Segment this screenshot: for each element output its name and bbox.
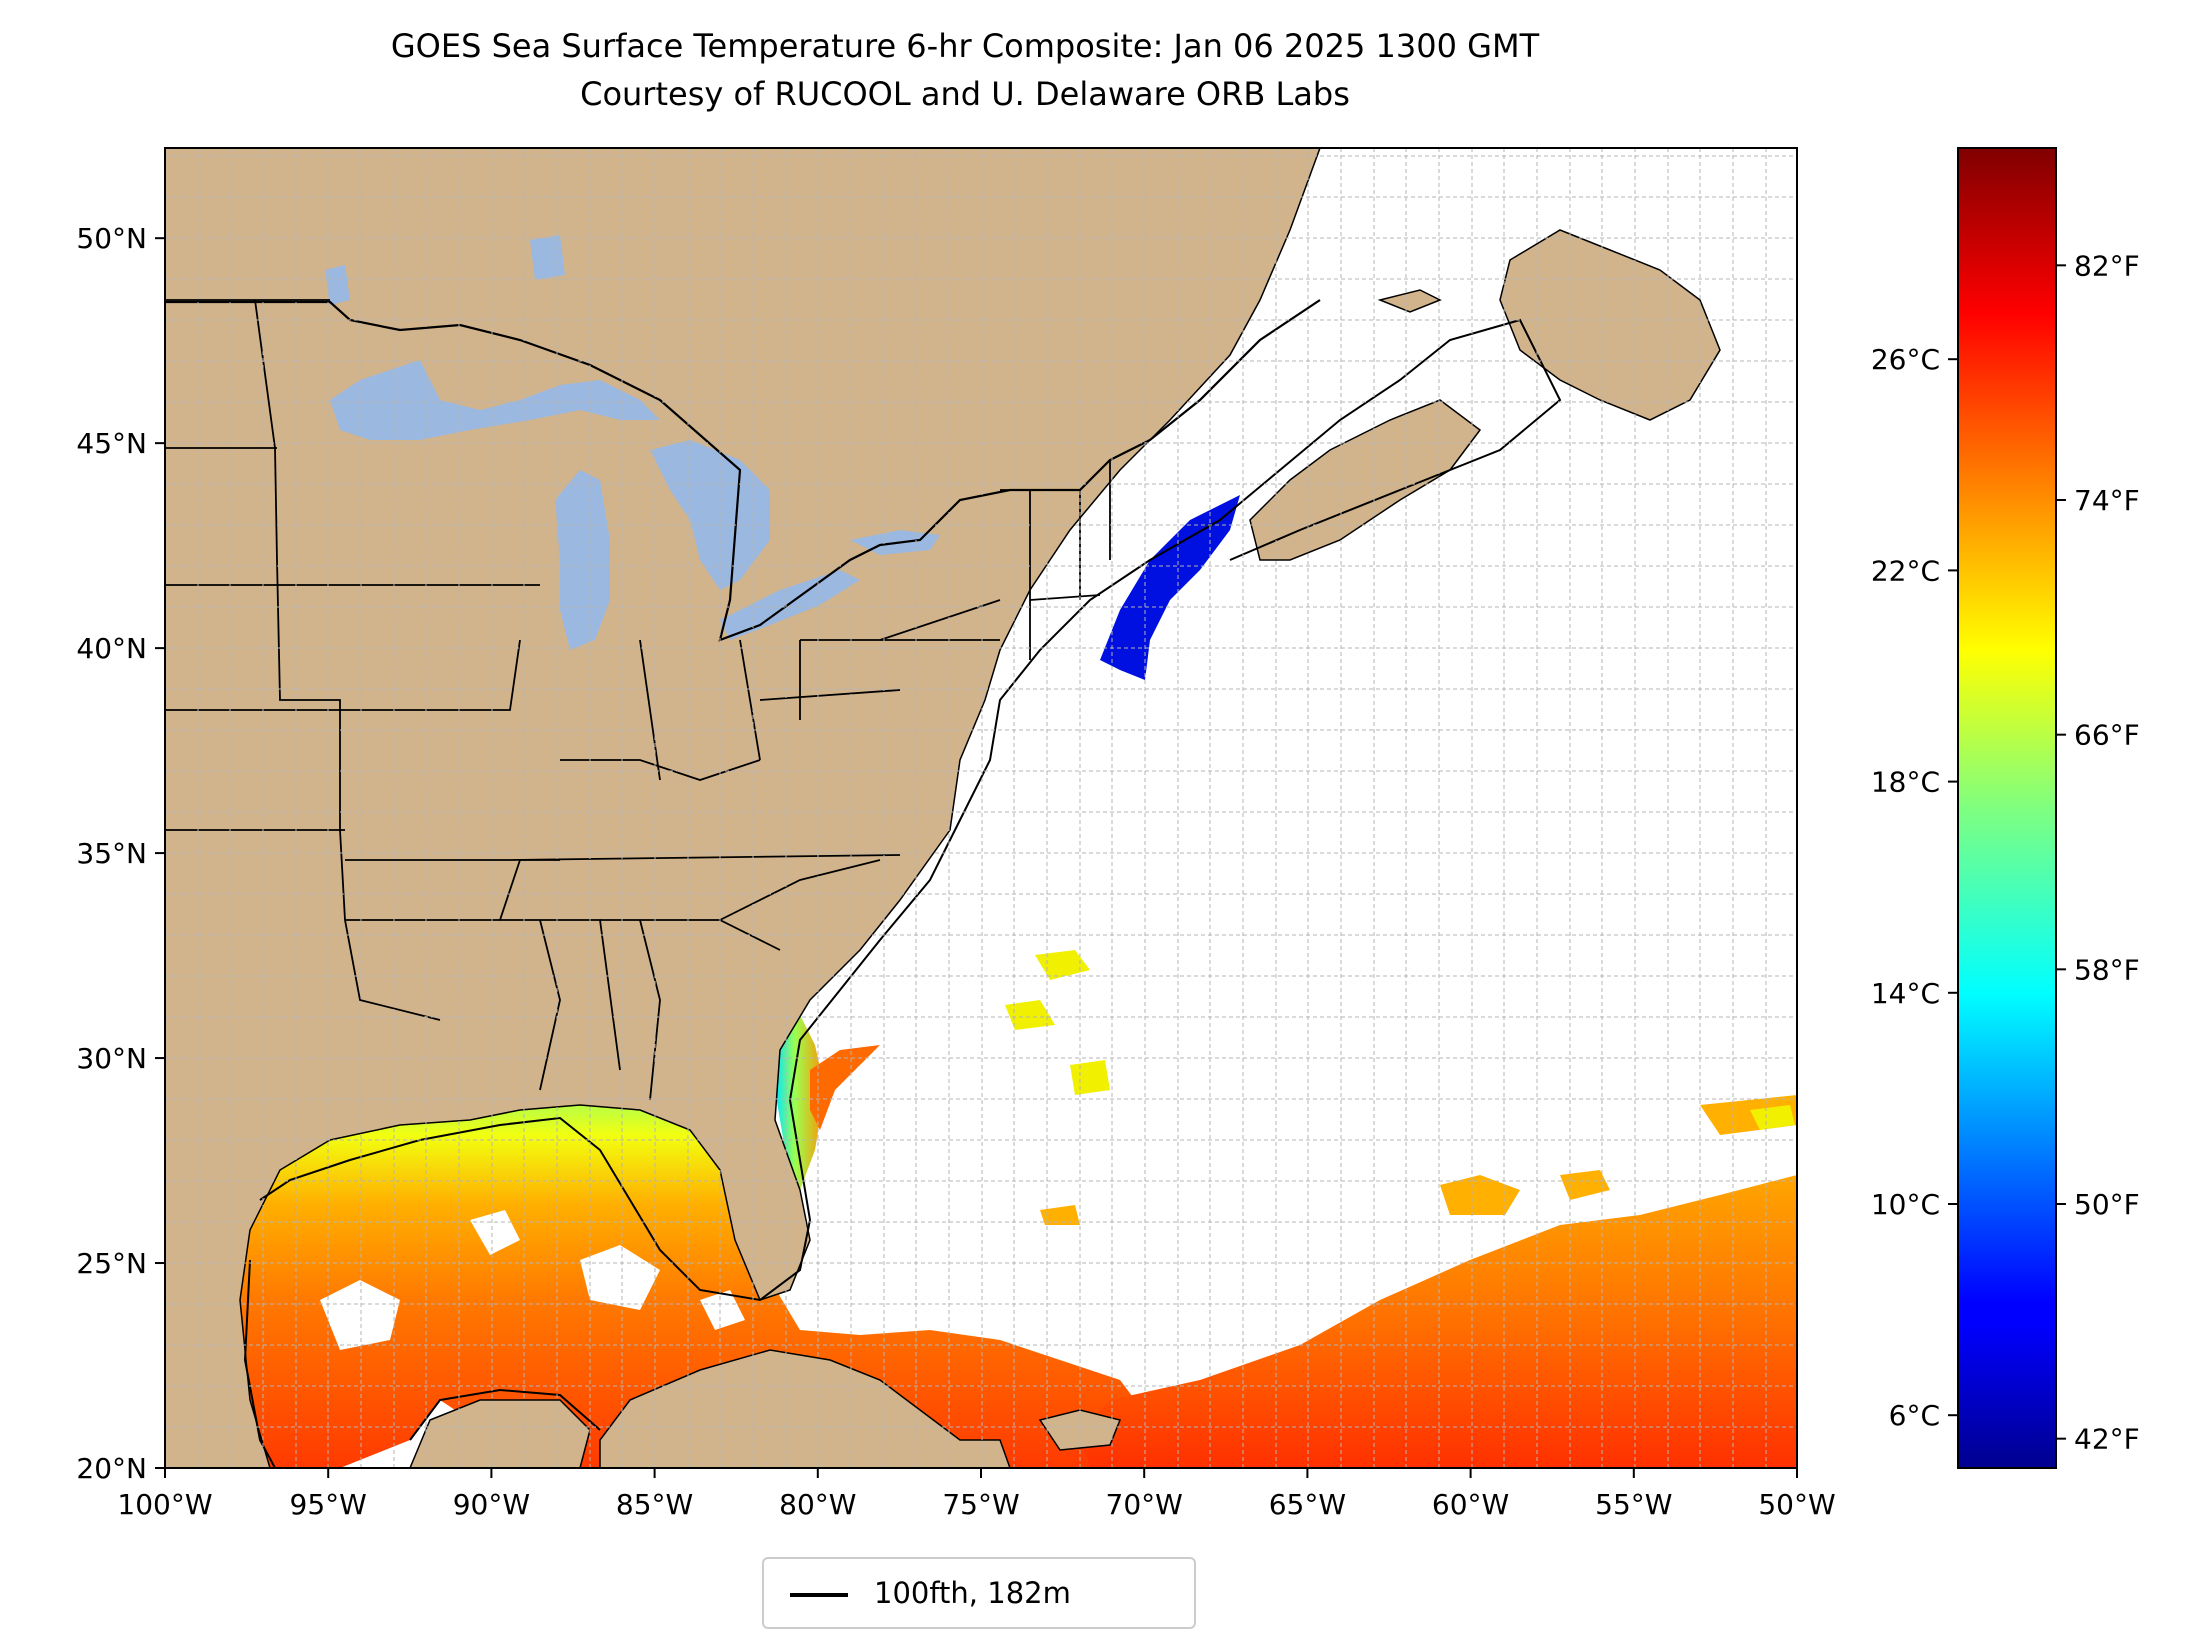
colorbar-celsius-tick-label: 10°C xyxy=(1871,1188,1940,1221)
bathymetry-contour-100fth xyxy=(259,318,1562,1302)
map-gridlines xyxy=(165,148,1797,1468)
lat-tick-label: 45°N xyxy=(76,427,147,460)
lon-tick-label: 85°W xyxy=(616,1488,693,1521)
colorbar-fahrenheit-tick-label: 66°F xyxy=(2074,719,2140,752)
lake-superior xyxy=(330,360,660,440)
lat-tick-label: 50°N xyxy=(76,222,147,255)
lat-tick-label: 30°N xyxy=(76,1042,147,1075)
lon-tick-label: 60°W xyxy=(1432,1488,1509,1521)
legend: 100fth, 182m xyxy=(762,1557,1196,1629)
sst-gulf-gaps xyxy=(320,1210,745,1350)
latitude-axis: 20°N 25°N 30°N 35°N 40°N 45°N 50°N xyxy=(76,222,165,1485)
lon-tick-label: 70°W xyxy=(1106,1488,1183,1521)
legend-label: 100fth, 182m xyxy=(874,1576,1071,1610)
sst-atlantic-patches xyxy=(1040,1095,1797,1225)
colorbar-celsius-ticks: 6°C 10°C 14°C 18°C 22°C 26°C xyxy=(1871,343,1958,1432)
colorbar-fahrenheit-ticks: 42°F 50°F 58°F 66°F 74°F 82°F xyxy=(2056,249,2140,1456)
sst-gulf-stream-strip xyxy=(810,1045,880,1130)
sst-florida-coast xyxy=(775,1015,825,1190)
map-title: GOES Sea Surface Temperature 6-hr Compos… xyxy=(390,27,1540,65)
sst-gulf-of-mexico xyxy=(235,1090,1150,1468)
lon-tick-label: 90°W xyxy=(453,1488,530,1521)
lon-tick-label: 100°W xyxy=(117,1488,212,1521)
sst-yellow-patches xyxy=(1005,950,1795,1130)
land-newfoundland xyxy=(1499,229,1721,421)
sst-gulf-of-maine xyxy=(1100,495,1240,680)
lat-tick-label: 35°N xyxy=(76,837,147,870)
colorbar-gradient xyxy=(1957,147,2057,1469)
lat-tick-label: 20°N xyxy=(76,1452,147,1485)
map-subtitle: Courtesy of RUCOOL and U. Delaware ORB L… xyxy=(580,75,1350,113)
colorbar-fahrenheit-tick-label: 58°F xyxy=(2074,953,2140,986)
lon-tick-label: 80°W xyxy=(779,1488,856,1521)
canada-us-border xyxy=(165,299,1321,642)
colorbar-fahrenheit-tick-label: 50°F xyxy=(2074,1188,2140,1221)
colorbar-celsius-tick-label: 14°C xyxy=(1871,977,1940,1010)
lon-tick-label: 95°W xyxy=(290,1488,367,1521)
lake-michigan xyxy=(555,470,610,650)
colorbar-celsius-tick-label: 18°C xyxy=(1871,766,1940,799)
lon-tick-label: 55°W xyxy=(1595,1488,1672,1521)
colorbar-celsius-tick-label: 22°C xyxy=(1871,554,1940,587)
lat-tick-label: 40°N xyxy=(76,632,147,665)
lon-tick-label: 75°W xyxy=(942,1488,1019,1521)
sst-atlantic-south xyxy=(1080,1175,1797,1468)
colorbar-fahrenheit-tick-label: 42°F xyxy=(2074,1423,2140,1456)
lon-tick-label: 50°W xyxy=(1758,1488,1835,1521)
lon-tick-label: 65°W xyxy=(1269,1488,1346,1521)
colorbar-celsius-tick-label: 6°C xyxy=(1889,1399,1940,1432)
colorbar-celsius-tick-label: 26°C xyxy=(1871,343,1940,376)
bathymetry-contour-gulf xyxy=(243,1259,601,1468)
longitude-axis: 100°W 95°W 90°W 85°W 80°W 75°W 70°W 65°W 60°W 55°… xyxy=(117,1468,1836,1521)
land-yucatan xyxy=(409,1399,591,1468)
lake-erie xyxy=(720,570,860,640)
colorbar-fahrenheit-tick-label: 82°F xyxy=(2074,249,2140,282)
colorbar-fahrenheit-tick-label: 74°F xyxy=(2074,484,2140,517)
lat-tick-label: 25°N xyxy=(76,1247,147,1280)
land-cuba xyxy=(599,1349,1011,1468)
lake-winnipeg-region xyxy=(325,235,565,305)
legend-contour-line-swatch xyxy=(790,1593,848,1597)
land-anticosti xyxy=(1377,289,1442,313)
